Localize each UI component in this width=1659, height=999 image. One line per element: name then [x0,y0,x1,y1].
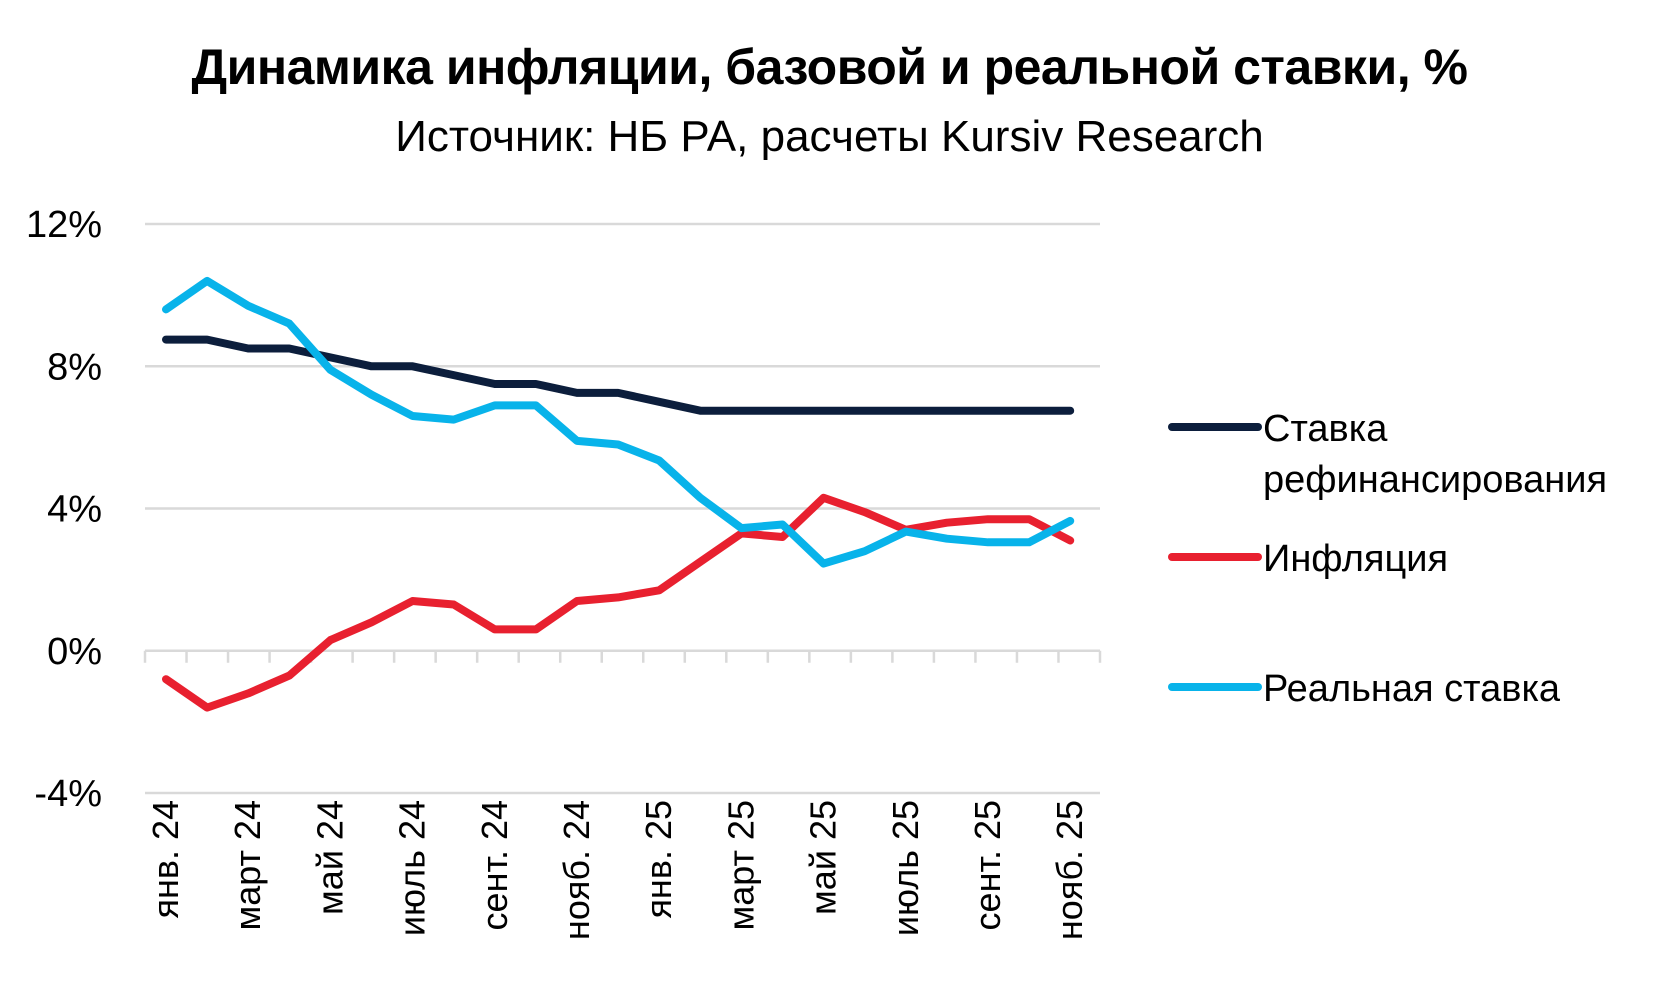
x-tick-label: нояб. 24 [556,800,597,940]
legend-label-real: Реальная ставка [1263,668,1561,710]
y-tick-label: -4% [34,773,102,815]
legend-label-inflation: Инфляция [1263,538,1448,580]
chart-title: Динамика инфляции, базовой и реальной ст… [191,39,1468,95]
x-tick-label: март 25 [720,800,761,931]
y-tick-label: 12% [26,204,102,246]
x-tick-label: сент. 24 [474,800,515,930]
grid-lines [145,222,1100,795]
series-lines [162,276,1075,712]
series-line-real [162,276,1075,568]
x-tick-label: янв. 25 [638,800,679,919]
series-line-refinancing [162,335,1075,415]
x-axis [143,649,1102,663]
x-tick-label: март 24 [227,800,268,931]
x-tick-label: янв. 24 [145,800,186,919]
legend: Ставка рефинансирования Инфляция Реальная с… [1168,408,1607,710]
series-line-inflation [162,493,1075,712]
x-tick-label: май 24 [309,800,350,915]
x-tick-label: июль 24 [392,800,433,936]
x-tick-label: май 25 [803,800,844,915]
y-tick-label: 4% [47,489,102,531]
y-tick-label: 0% [47,631,102,673]
x-axis-tick-labels: янв. 24 март 24 май 24 июль 24 сент. 24 нояб.… [145,800,1090,940]
legend-label-refinancing: Ставка [1263,408,1388,450]
x-tick-label: нояб. 25 [1049,800,1090,940]
y-tick-label: 8% [47,346,102,388]
y-axis-tick-labels: 12% 8% 4% 0% -4% [26,204,102,815]
x-tick-label: июль 25 [885,800,926,936]
chart-subtitle: Источник: НБ РА, расчеты Kursiv Research [395,112,1264,161]
x-tick-label: сент. 25 [967,800,1008,930]
legend-label-refinancing: рефинансирования [1263,459,1607,501]
